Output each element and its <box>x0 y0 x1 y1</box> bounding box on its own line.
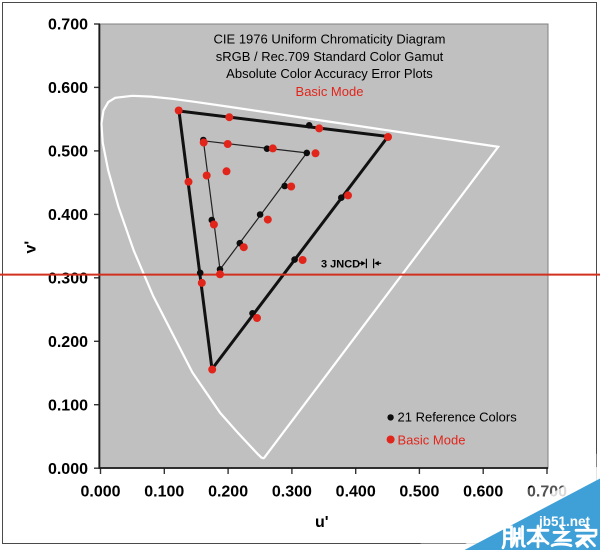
svg-text:0.700: 0.700 <box>48 17 88 34</box>
svg-text:0.600: 0.600 <box>48 80 88 97</box>
svg-text:0.100: 0.100 <box>48 397 88 414</box>
svg-text:0.500: 0.500 <box>399 484 439 501</box>
svg-text:0.300: 0.300 <box>48 271 88 288</box>
svg-text:0.000: 0.000 <box>48 461 88 478</box>
svg-text:Basic Mode: Basic Mode <box>296 84 364 99</box>
svg-text:0.200: 0.200 <box>208 484 248 501</box>
svg-text:3 JNCD: 3 JNCD <box>321 258 360 270</box>
svg-text:CIE 1976 Uniform Chromaticity: CIE 1976 Uniform Chromaticity Diagram <box>214 31 446 46</box>
svg-text:0.000: 0.000 <box>80 484 120 501</box>
svg-text:u': u' <box>315 514 329 531</box>
svg-text:v': v' <box>23 241 40 254</box>
svg-text:Basic Mode: Basic Mode <box>398 433 466 448</box>
svg-text:21 Reference Colors: 21 Reference Colors <box>398 410 518 425</box>
svg-text:0.400: 0.400 <box>336 484 376 501</box>
svg-text:0.200: 0.200 <box>48 334 88 351</box>
svg-text:Absolute Color Accuracy Error: Absolute Color Accuracy Error Plots <box>226 66 433 81</box>
svg-text:0.100: 0.100 <box>144 484 184 501</box>
svg-text:0.300: 0.300 <box>272 484 312 501</box>
svg-text:sRGB / Rec.709 Standard Color: sRGB / Rec.709 Standard Color Gamut <box>216 49 444 64</box>
svg-text:0.500: 0.500 <box>48 144 88 161</box>
svg-text:jb51.net: jb51.net <box>538 514 591 529</box>
svg-text:0.600: 0.600 <box>463 484 503 501</box>
svg-text:0.400: 0.400 <box>48 207 88 224</box>
